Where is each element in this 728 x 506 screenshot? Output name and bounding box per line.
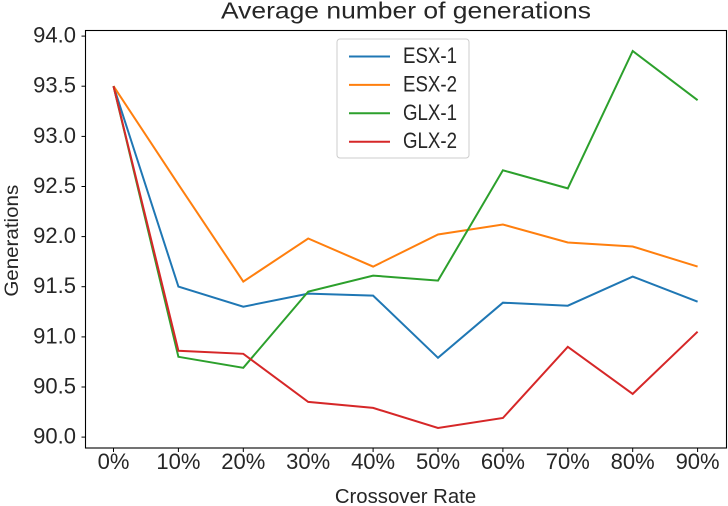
svg-text:ESX-1: ESX-1 [403, 43, 457, 68]
svg-text:30%: 30% [286, 449, 330, 474]
svg-text:10%: 10% [156, 449, 200, 474]
svg-text:50%: 50% [416, 449, 460, 474]
svg-text:93.5: 93.5 [33, 73, 76, 98]
svg-text:Generations: Generations [1, 185, 23, 297]
svg-text:GLX-1: GLX-1 [403, 100, 457, 125]
svg-text:90.0: 90.0 [33, 424, 76, 449]
svg-text:Average number of generations: Average number of generations [221, 0, 591, 24]
svg-text:91.5: 91.5 [33, 273, 76, 298]
svg-text:ESX-2: ESX-2 [403, 71, 457, 96]
svg-text:70%: 70% [546, 449, 590, 474]
svg-text:Crossover Rate: Crossover Rate [335, 486, 476, 506]
svg-text:92.5: 92.5 [33, 173, 76, 198]
svg-text:GLX-2: GLX-2 [403, 128, 457, 153]
svg-text:80%: 80% [611, 449, 655, 474]
svg-text:0%: 0% [98, 449, 130, 474]
svg-text:90%: 90% [676, 449, 720, 474]
svg-text:93.0: 93.0 [33, 123, 76, 148]
svg-text:20%: 20% [221, 449, 265, 474]
svg-text:90.5: 90.5 [33, 373, 76, 398]
svg-text:40%: 40% [351, 449, 395, 474]
svg-text:60%: 60% [481, 449, 525, 474]
svg-text:94.0: 94.0 [33, 23, 76, 48]
svg-text:92.0: 92.0 [33, 223, 76, 248]
svg-text:91.0: 91.0 [33, 323, 76, 348]
